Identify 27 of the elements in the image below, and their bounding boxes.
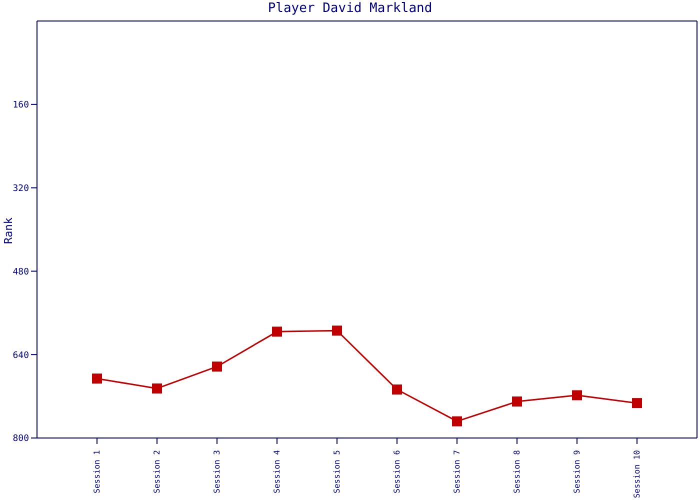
- x-tick-label: Session 5: [332, 450, 342, 494]
- x-tick-label: Session 7: [452, 450, 462, 494]
- point: [452, 416, 462, 426]
- y-tick-label: 160: [12, 100, 29, 111]
- x-tick-label: Session 10: [632, 450, 642, 498]
- x-tick-label: Session 2: [152, 450, 162, 494]
- y-tick-label: 480: [12, 267, 29, 278]
- point: [572, 390, 582, 400]
- y-tick-label: 640: [12, 350, 29, 361]
- point: [512, 396, 522, 407]
- point: [332, 326, 342, 336]
- x-tick-label: Session 8: [512, 450, 522, 494]
- point: [92, 374, 102, 384]
- point: [392, 384, 402, 395]
- point: [152, 383, 162, 394]
- chart-title: Player David Markland: [266, 0, 434, 18]
- point: [272, 326, 282, 337]
- x-tick-label: Session 4: [272, 450, 282, 494]
- y-tick-label: 320: [12, 184, 29, 194]
- point: [212, 362, 222, 372]
- x-tick-label: Session 6: [392, 450, 402, 494]
- x-tick-label: Session 1: [92, 450, 102, 494]
- y-tick-label: 800: [12, 434, 29, 444]
- point: [632, 398, 642, 408]
- y-axis-title: Rank: [2, 218, 15, 244]
- x-tick-label: Session 3: [212, 450, 222, 494]
- x-tick-label: Session 9: [572, 450, 582, 494]
